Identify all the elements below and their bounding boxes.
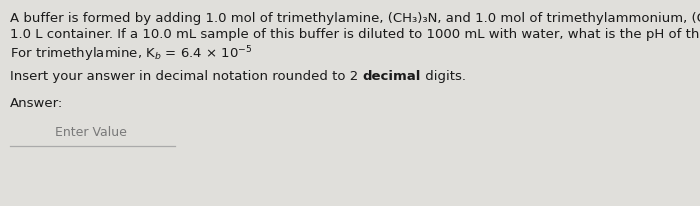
Text: For trimethylamine, K$_b$ = 6.4 × 10$^{-5}$: For trimethylamine, K$_b$ = 6.4 × 10$^{-…: [10, 44, 253, 64]
Text: Enter Value: Enter Value: [55, 126, 127, 139]
Text: Answer:: Answer:: [10, 97, 63, 110]
Text: 1.0 L container. If a 10.0 mL sample of this buffer is diluted to 1000 mL with w: 1.0 L container. If a 10.0 mL sample of …: [10, 28, 700, 41]
Text: Insert your answer in decimal notation rounded to 2: Insert your answer in decimal notation r…: [10, 70, 363, 83]
Text: decimal: decimal: [363, 70, 421, 83]
Text: digits.: digits.: [421, 70, 466, 83]
Text: A buffer is formed by adding 1.0 mol of trimethylamine, (CH₃)₃N, and 1.0 mol of : A buffer is formed by adding 1.0 mol of …: [10, 12, 700, 25]
